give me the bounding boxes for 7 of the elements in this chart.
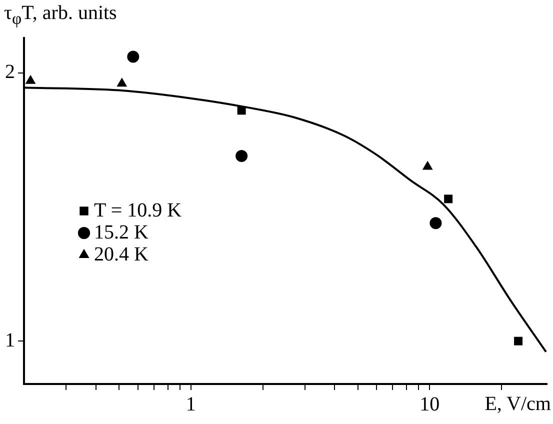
y-axis-title: τ$_{φ}$T, arb. units (4, 2, 117, 29)
legend-label: 20.4 K (94, 243, 149, 266)
x-axis-title: E, V/cm (484, 393, 551, 416)
x-tick-label: 10 (420, 393, 440, 416)
legend-label: 15.2 K (94, 221, 149, 244)
y-tick-label: 2 (5, 61, 15, 84)
legend-label: T = 10.9 K (94, 199, 182, 222)
